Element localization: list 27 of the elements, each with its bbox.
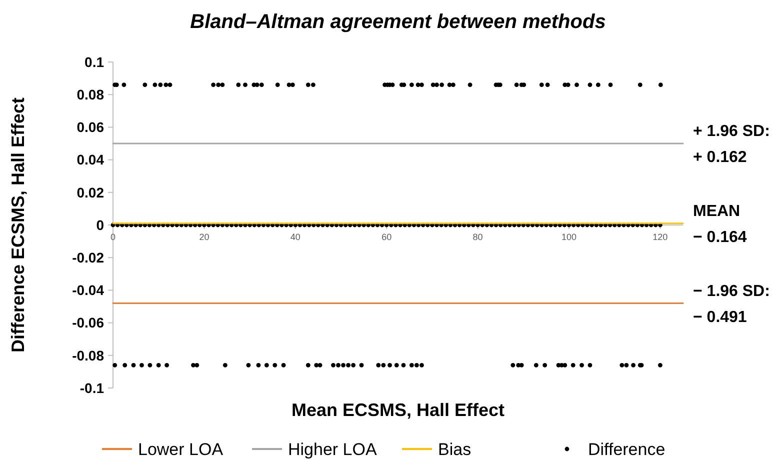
y-tick-label: 0.08	[76, 86, 104, 102]
chart-title: Bland–Altman agreement between methods	[190, 11, 606, 33]
x-tick-label: 60	[382, 232, 392, 242]
y-tick-label: 0.1	[84, 54, 104, 70]
y-axis-title: Difference ECSMS, Hall Effect	[8, 97, 28, 353]
text: MEAN − 0.164	[693, 202, 747, 246]
y-tick-label: -0.08	[72, 347, 104, 364]
x-tick-label: 100	[561, 232, 577, 242]
legend-label: Lower LOA	[138, 440, 224, 459]
y-tick-label: 0.06	[76, 119, 104, 136]
y-tick-label: 0.04	[76, 152, 104, 168]
y-tick-label: -0.04	[72, 282, 104, 298]
y-tick-label: -0.02	[72, 250, 104, 266]
y-tick-label: 0.02	[76, 184, 104, 200]
x-tick-label: 40	[290, 232, 300, 242]
x-tick-label: 120	[652, 232, 668, 242]
x-tick-label: 80	[472, 232, 483, 242]
legend-label: Bias	[438, 440, 472, 459]
legend-label: Difference	[588, 440, 666, 459]
text: + 1.96 SD: + 0.162	[693, 123, 770, 166]
x-tick-label: 0	[110, 232, 116, 242]
x-axis-title: Mean ECSMS, Hall Effect	[291, 400, 505, 420]
legend-label: Higher LOA	[288, 440, 378, 459]
y-tick-label: -0.1	[80, 380, 104, 396]
x-tick-label: 20	[199, 232, 210, 242]
y-tick-label: -0.06	[72, 314, 104, 331]
text: − 1.96 SD: − 0.491	[693, 282, 770, 326]
